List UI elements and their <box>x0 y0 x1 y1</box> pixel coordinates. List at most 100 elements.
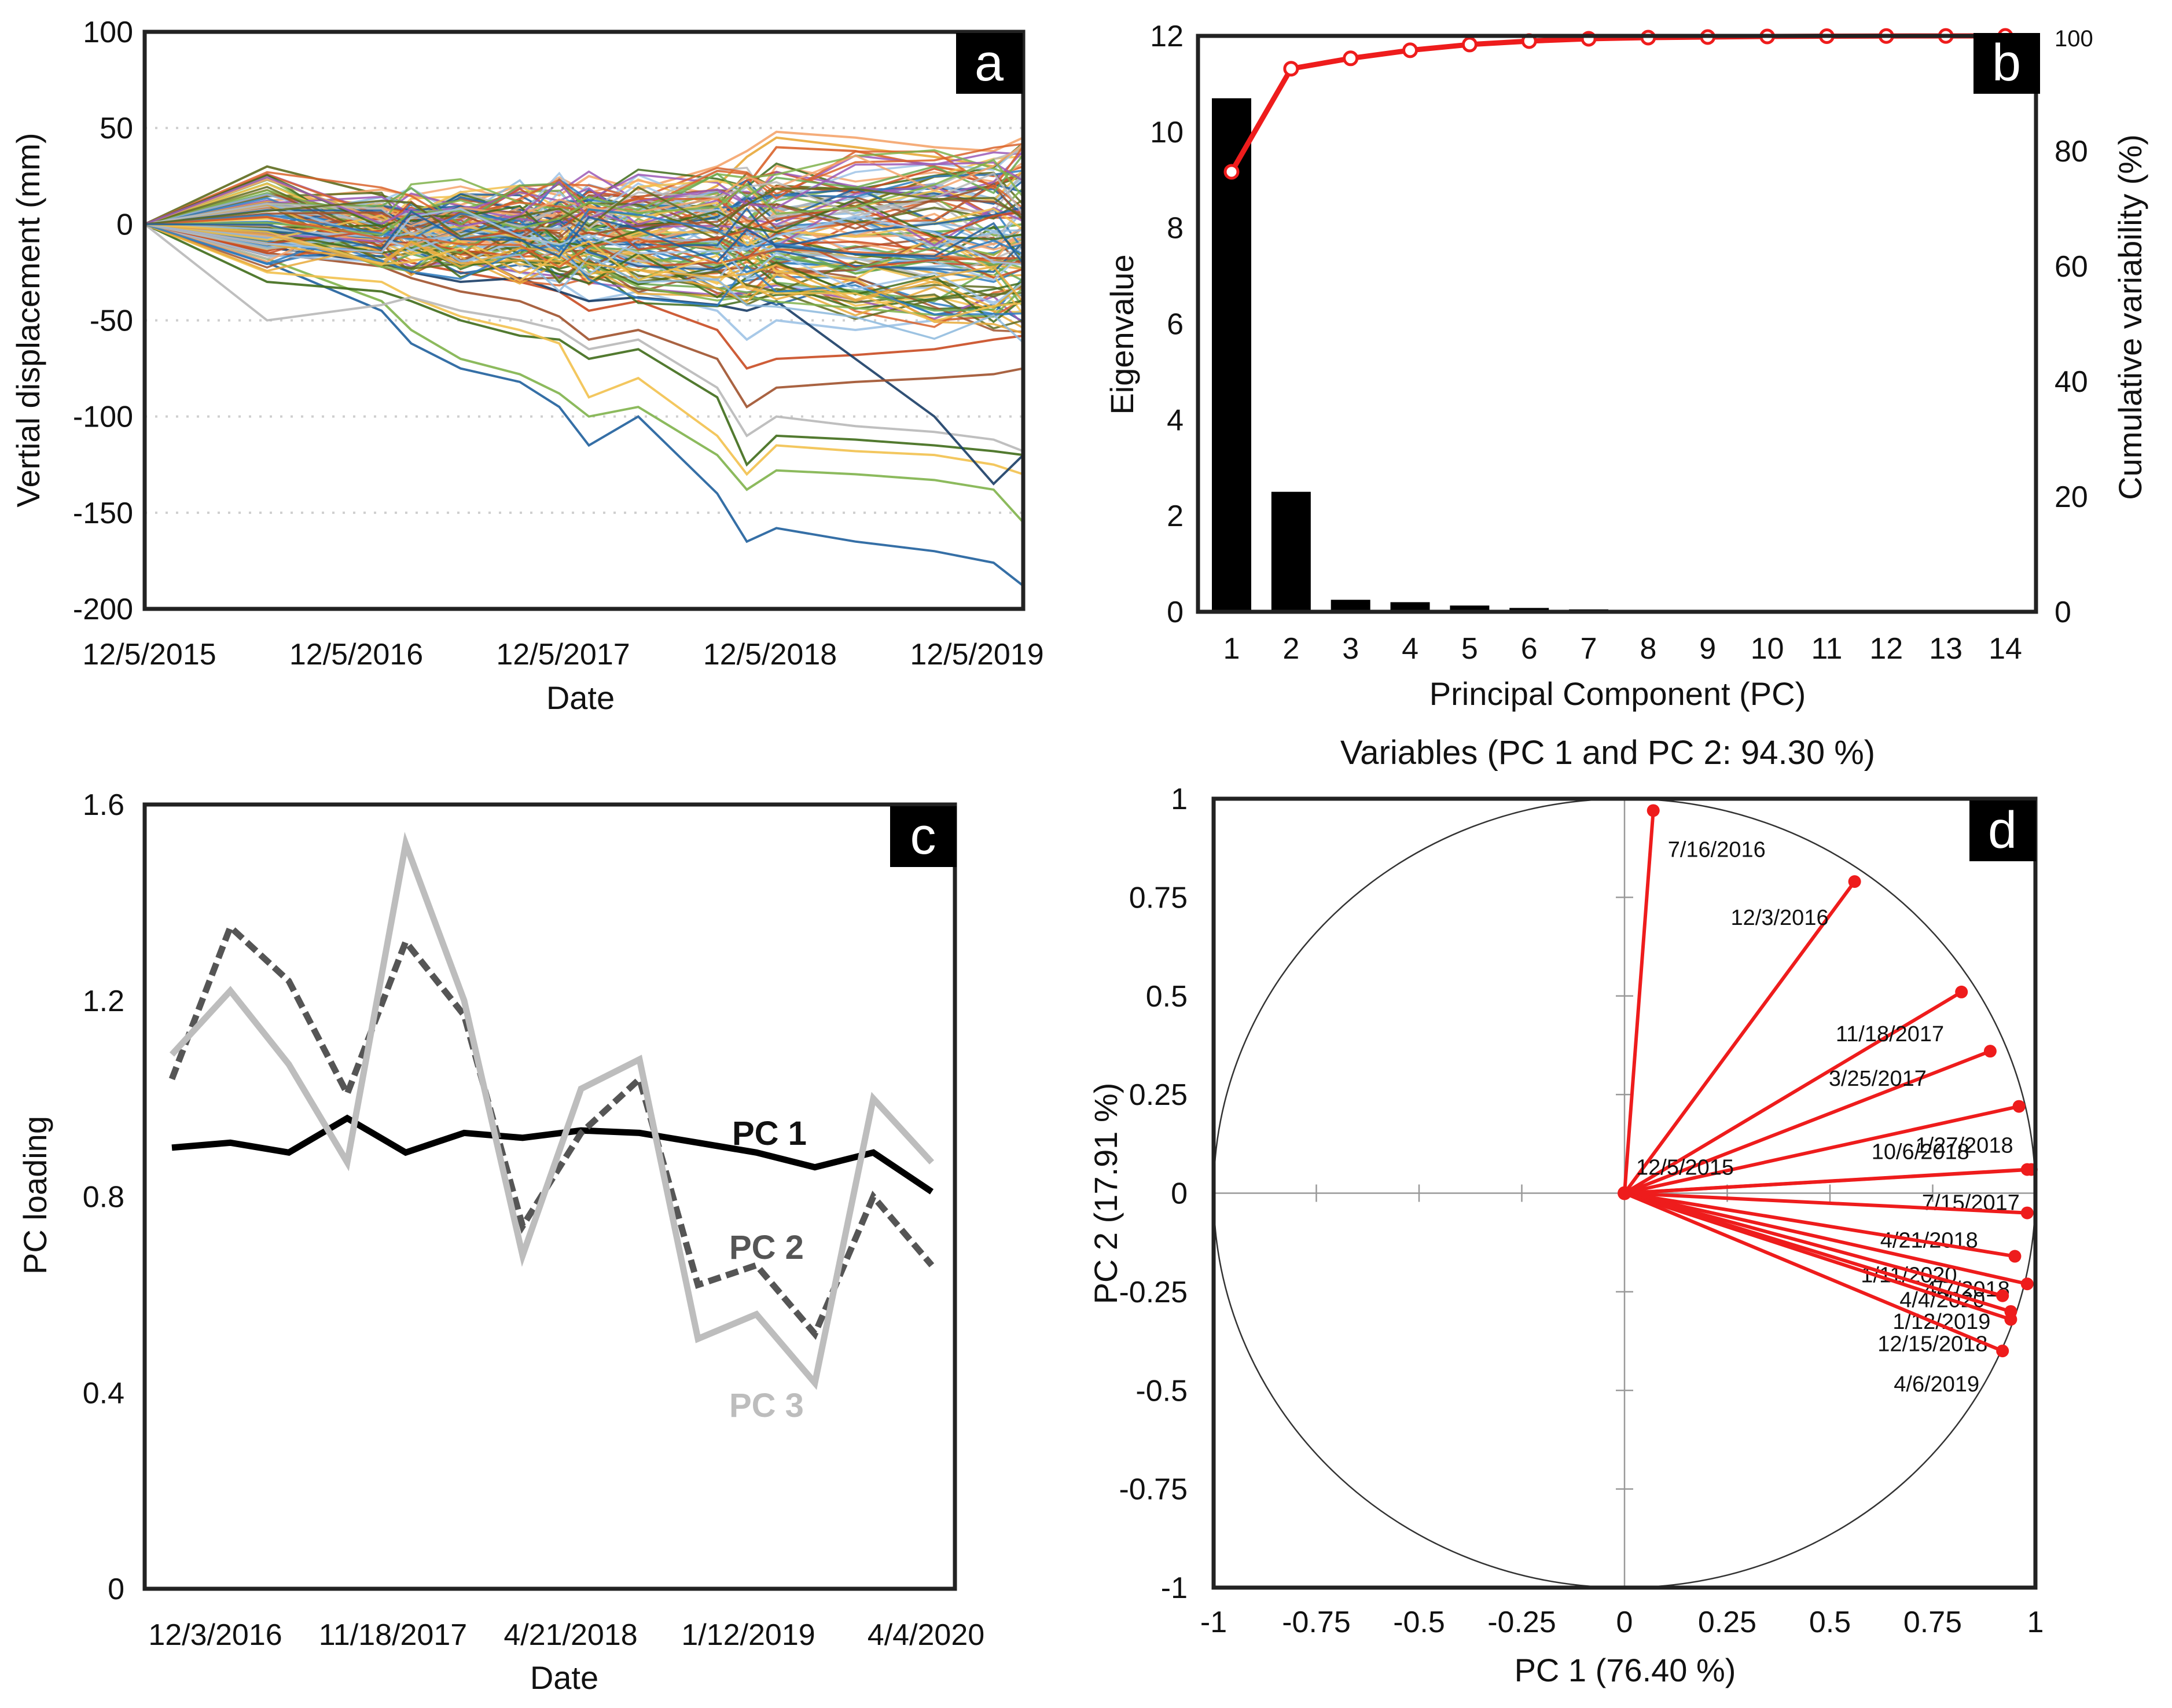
y-tick-label: -0.5 <box>1135 1374 1188 1408</box>
loading-point <box>1996 1345 2009 1358</box>
y2-tick-label: 40 <box>2055 365 2088 399</box>
panel-letter: d <box>1988 802 2017 859</box>
y-tick-label: 0.75 <box>1129 881 1188 914</box>
cumulative-point <box>1343 50 1359 67</box>
plot-frame <box>1211 796 2038 1590</box>
series-line-bundle <box>144 223 1024 306</box>
series-line-bundle <box>144 223 1024 303</box>
series-line-s16 <box>144 223 1024 409</box>
x-tick-label: 11 <box>1811 632 1842 666</box>
y-tick-label: 4 <box>1167 403 1184 437</box>
panel-letter: b <box>1992 34 2021 92</box>
x-tick-label: 12/5/2015 <box>82 638 216 671</box>
x-tick-label: 4 <box>1402 632 1418 666</box>
x-tick-label: 14 <box>1989 632 2022 666</box>
loading-label: 1/12/2019 <box>1892 1310 1990 1334</box>
x-axis-label: PC 1 (76.40 %) <box>1515 1652 1736 1688</box>
loading-vector <box>1624 1191 2003 1298</box>
series-line-bundle <box>144 223 1024 318</box>
x-tick-label: 1 <box>2027 1606 2044 1639</box>
loading-vector <box>1623 1049 1991 1195</box>
x-tick-label: -0.25 <box>1487 1606 1556 1639</box>
y-tick-label: -100 <box>73 401 133 434</box>
loading-label: 12/3/2016 <box>1731 906 1829 930</box>
y-tick-label: 1.2 <box>83 985 124 1018</box>
loading-vector <box>1624 1191 2028 1286</box>
x-tick-label: 6 <box>1521 632 1538 666</box>
series-line-bundle <box>144 161 1024 227</box>
x-tick-label: -0.75 <box>1282 1606 1351 1639</box>
loading-point <box>2008 1250 2022 1263</box>
series-line-bundle <box>144 198 1024 239</box>
cumulative-point <box>1223 164 1240 180</box>
loading-point <box>1955 985 1968 998</box>
loading-vector <box>1623 810 1655 1193</box>
series-line-pc2 <box>168 921 935 1340</box>
series-line-bundle <box>144 223 1024 315</box>
panel-letter-box <box>1973 33 2040 94</box>
series-line-s1 <box>144 223 1024 587</box>
loading-vector <box>1623 880 1857 1195</box>
series-line-bundle <box>144 208 1024 260</box>
loading-label: 7/16/2016 <box>1668 838 1766 862</box>
y-tick-label: -0.25 <box>1119 1276 1188 1309</box>
x-tick-label: -1 <box>1200 1606 1227 1639</box>
x-tick-label: 13 <box>1929 632 1962 666</box>
y-tick-label: 0 <box>108 1573 124 1606</box>
x-axis-label: Date <box>546 679 615 716</box>
series-line-bundle <box>144 223 1024 309</box>
y-axis-label: Eigenvalue <box>1104 254 1140 414</box>
loading-vector <box>1624 1191 2012 1321</box>
x-tick-label: 12/5/2019 <box>910 638 1043 671</box>
y-tick-label: 1 <box>1171 783 1188 816</box>
loading-vector <box>1624 1191 2027 1215</box>
bar-pc-4 <box>1390 602 1430 612</box>
y2-tick-label: 20 <box>2055 480 2088 514</box>
series-line-s10 <box>144 223 1024 476</box>
panel-letter-box <box>1969 800 2036 861</box>
loading-label: 1/27/2018 <box>1916 1134 2013 1158</box>
x-tick-label: 0.5 <box>1809 1606 1851 1639</box>
x-tick-label: 12/5/2016 <box>289 638 423 671</box>
origin-point <box>1618 1186 1631 1200</box>
cumulative-point <box>1283 61 1299 77</box>
x-tick-label: 9 <box>1699 632 1716 666</box>
bar-pc-2 <box>1271 491 1311 612</box>
x-tick-label: 0 <box>1616 1606 1633 1639</box>
loading-label: 12/15/2018 <box>1877 1332 1987 1357</box>
y-tick-label: -0.75 <box>1119 1473 1188 1507</box>
y-tick-label: 0.8 <box>83 1181 124 1214</box>
loading-label: 4/6/2019 <box>1894 1372 1979 1397</box>
x-tick-label: 7 <box>1581 632 1597 666</box>
loading-point <box>2004 1313 2017 1326</box>
y-tick-label: 1.6 <box>83 788 124 822</box>
loading-label: 11/18/2017 <box>1836 1022 1944 1046</box>
panel-letter-box <box>956 33 1023 94</box>
x-tick-label: 4/21/2018 <box>504 1618 637 1652</box>
loading-point <box>2012 1100 2026 1113</box>
panel-letter: c <box>910 807 936 865</box>
x-tick-label: 12/5/2018 <box>703 638 837 671</box>
loading-point <box>1647 804 1660 817</box>
series-line-s9 <box>144 223 1024 467</box>
x-tick-label: 11/18/2017 <box>319 1618 467 1652</box>
series-line-bundle <box>144 207 1024 266</box>
series-line-pc1 <box>171 1114 934 1195</box>
y-tick-label: 100 <box>83 16 133 49</box>
series-line-s11 <box>144 223 1024 453</box>
loading-point <box>2020 1277 2034 1291</box>
series-line-bundle <box>144 186 1024 238</box>
y-axis-label: Vertial displacement (mm) <box>10 133 46 507</box>
origin-label: 12/5/2015 <box>1636 1156 1734 1180</box>
loading-vector <box>1624 1104 2020 1195</box>
y-axis-label: PC loading <box>17 1116 53 1274</box>
y-tick-label: 0.4 <box>83 1376 124 1410</box>
y-tick-label: 10 <box>1150 116 1184 149</box>
bar-pc-5 <box>1450 605 1490 612</box>
y-tick-label: 0 <box>116 208 133 241</box>
chart-title: Variables (PC 1 and PC 2: 94.30 %) <box>1340 734 1875 772</box>
loading-point <box>1848 875 1861 888</box>
y-tick-label: -50 <box>90 304 133 338</box>
